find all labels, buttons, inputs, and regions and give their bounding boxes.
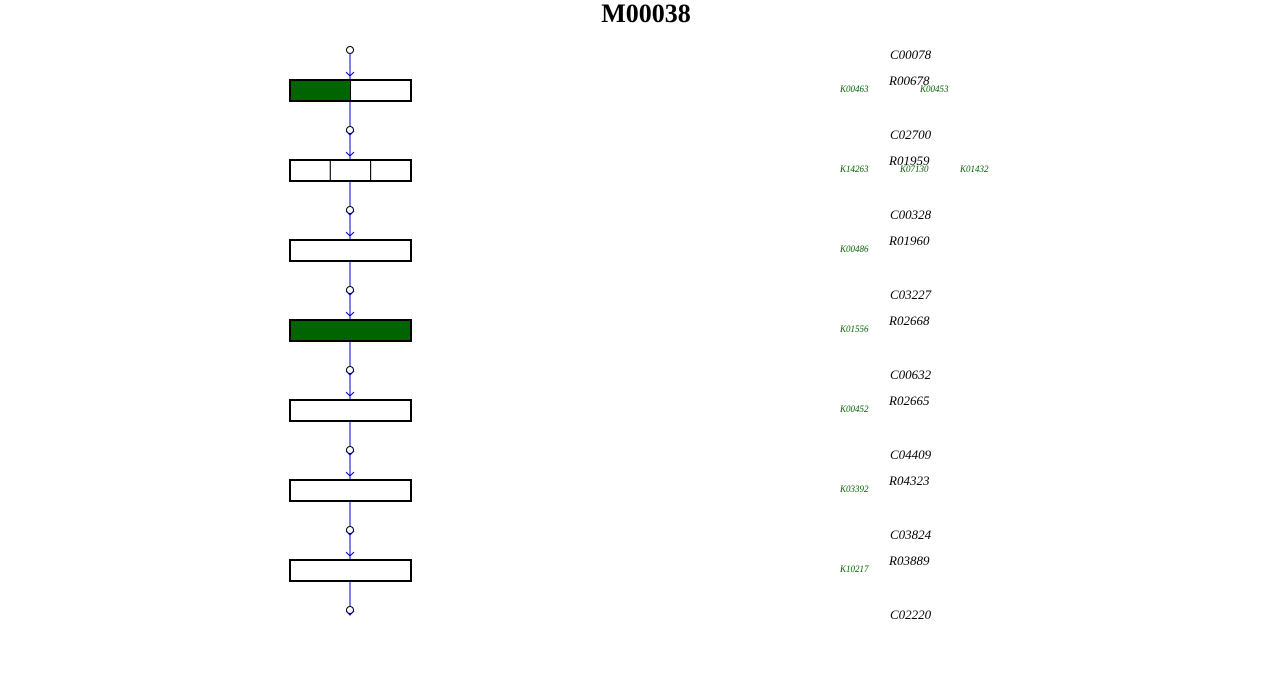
compound-label: C00328	[890, 207, 932, 222]
reaction-label: R02668	[888, 313, 930, 328]
compound-label: C02220	[890, 607, 932, 622]
arrowhead	[345, 210, 355, 216]
compound-node	[346, 46, 354, 54]
reaction-label: R03889	[888, 553, 930, 568]
arrowhead	[345, 471, 355, 477]
compound-label: C03227	[890, 287, 932, 302]
ortholog-label: K00463	[839, 84, 869, 94]
arrowhead	[345, 530, 355, 536]
arrowhead	[345, 450, 355, 456]
ortholog-label: K07130	[899, 164, 929, 174]
arrowhead	[345, 551, 355, 557]
reaction-label: R00678	[888, 73, 930, 88]
arrowhead	[345, 311, 355, 317]
ortholog-label: K00486	[839, 244, 869, 254]
compound-node	[346, 286, 354, 294]
ortholog-label: K10217	[839, 564, 869, 574]
ortholog-box	[289, 399, 412, 422]
arrowhead	[345, 151, 355, 157]
ortholog-box	[289, 159, 331, 182]
reaction-box	[289, 319, 412, 342]
compound-label: C00632	[890, 367, 932, 382]
reaction-box	[289, 79, 412, 102]
ortholog-box	[289, 559, 412, 582]
reaction-box	[289, 159, 412, 182]
reaction-label: R01960	[888, 233, 930, 248]
compound-node	[346, 606, 354, 614]
module-title: M00038	[601, 0, 691, 28]
arrowhead	[345, 370, 355, 376]
ortholog-label: K01556	[839, 324, 869, 334]
ortholog-label: K00452	[839, 404, 869, 414]
arrowhead	[345, 130, 355, 136]
compound-node	[346, 366, 354, 374]
reaction-label: R02665	[888, 393, 930, 408]
arrowhead	[345, 610, 355, 616]
ortholog-box	[289, 479, 412, 502]
reaction-box	[289, 479, 412, 502]
compound-node	[346, 526, 354, 534]
ortholog-label: K14263	[839, 164, 869, 174]
ortholog-box	[289, 319, 412, 342]
compound-node	[346, 126, 354, 134]
reaction-label: R01959	[888, 153, 930, 168]
reaction-box	[289, 239, 412, 262]
compound-label: C03824	[890, 527, 932, 542]
arrowhead	[345, 71, 355, 77]
compound-label: C00078	[890, 47, 932, 62]
compound-label: C02700	[890, 127, 932, 142]
ortholog-label: K03392	[839, 484, 869, 494]
compound-label: C04409	[890, 447, 932, 462]
arrowhead	[345, 290, 355, 296]
ortholog-label: K00453	[919, 84, 949, 94]
reaction-box	[289, 559, 412, 582]
arrowhead	[345, 231, 355, 237]
ortholog-box	[370, 159, 412, 182]
compound-node	[346, 446, 354, 454]
compound-node	[346, 206, 354, 214]
reaction-label: R04323	[888, 473, 930, 488]
ortholog-box	[329, 159, 372, 182]
ortholog-box	[350, 79, 412, 102]
reaction-box	[289, 399, 412, 422]
ortholog-box	[289, 239, 412, 262]
arrowhead	[345, 391, 355, 397]
ortholog-label: K01432	[959, 164, 989, 174]
ortholog-box	[289, 79, 351, 102]
